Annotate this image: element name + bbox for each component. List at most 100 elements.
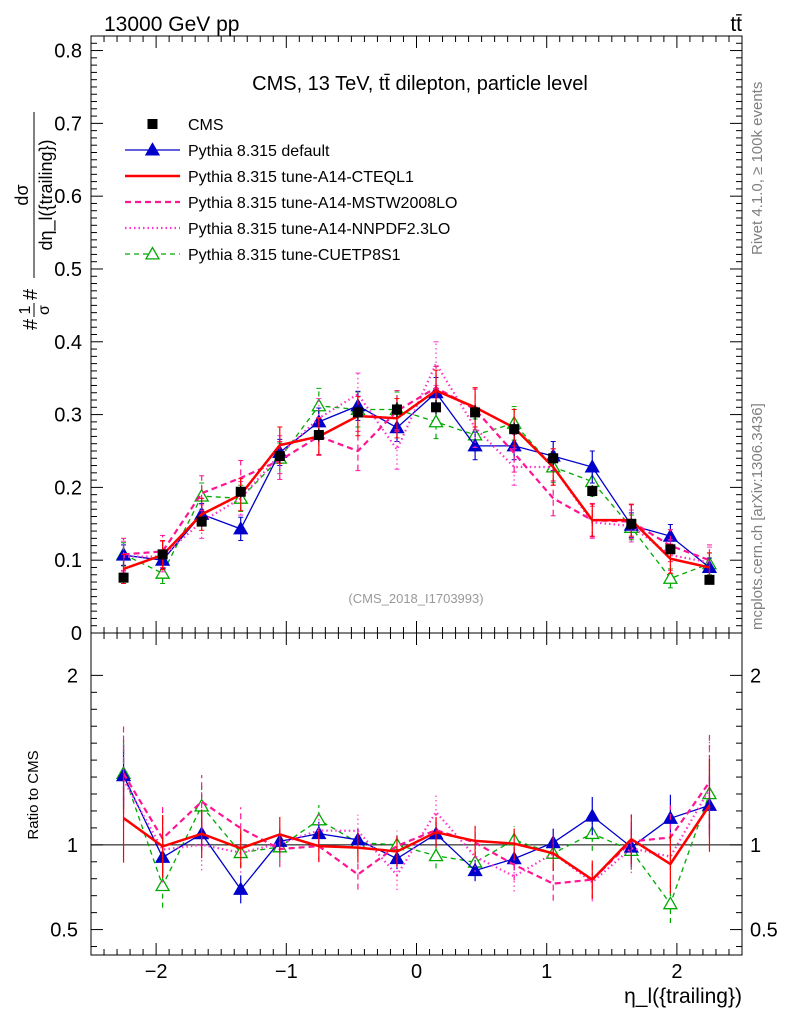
ratio-point-marker bbox=[233, 881, 249, 895]
y-label-hash: # bbox=[20, 318, 42, 330]
ratio-tick-label-left: 1 bbox=[67, 835, 78, 857]
ratio-tick-label-left: 2 bbox=[67, 665, 78, 687]
series-line bbox=[123, 389, 710, 571]
y-tick-label: 0 bbox=[71, 623, 82, 645]
point-marker bbox=[233, 521, 249, 535]
data-point bbox=[548, 453, 559, 464]
ratio-tick-label-right: 0.5 bbox=[750, 920, 778, 942]
point-marker bbox=[662, 570, 679, 584]
series-cms-data bbox=[118, 400, 715, 585]
y-tick-label: 0.7 bbox=[54, 113, 82, 135]
point-marker bbox=[154, 565, 171, 579]
process-label: tt̄ bbox=[730, 13, 742, 36]
ratio-series-pythia-8-315-tune-cuetp8s1 bbox=[115, 737, 718, 923]
ratio-point-marker bbox=[154, 877, 171, 892]
point-marker bbox=[467, 438, 483, 452]
series-pythia-8-315-tune-a14-nnpdf2-3lo bbox=[121, 341, 712, 579]
y-tick-label: 0.5 bbox=[54, 259, 82, 281]
data-point bbox=[509, 424, 520, 435]
ratio-point-marker bbox=[662, 895, 679, 910]
ratio-series-line bbox=[122, 779, 711, 884]
ratio-point-marker bbox=[584, 808, 600, 822]
ratio-plot-frame bbox=[90, 632, 743, 956]
y-tick-label: 0.1 bbox=[54, 550, 82, 572]
legend-marker-cms bbox=[147, 119, 158, 129]
ratio-series-line bbox=[122, 772, 711, 885]
ratio-point-marker bbox=[428, 847, 444, 862]
energy-label: 13000 GeV pp bbox=[104, 13, 239, 36]
legend-label-pythia-8-315-tune-a14-cteql1: Pythia 8.315 tune-A14-CTEQL1 bbox=[188, 169, 414, 186]
legend-marker-pythia-8-315-tune-cuetp8s1 bbox=[144, 246, 161, 260]
x-tick-label: −2 bbox=[145, 961, 168, 983]
data-point bbox=[665, 544, 676, 555]
ratio-series-pythia-8-315-tune-a14-mstw2008lo bbox=[122, 724, 711, 901]
data-point bbox=[196, 516, 207, 527]
data-point bbox=[313, 429, 324, 440]
ratio-series-line bbox=[122, 775, 710, 891]
data-point bbox=[626, 518, 637, 529]
data-point bbox=[470, 407, 481, 418]
x-tick-label: 0 bbox=[411, 961, 422, 983]
ratio-series-line bbox=[122, 773, 711, 906]
main-y-label: # 1 σ # dσ dη_l({trailing}) bbox=[12, 112, 57, 330]
data-point bbox=[587, 486, 598, 497]
y-label-frac-num: 1 bbox=[17, 305, 34, 314]
legend: CMS Pythia 8.315 default Pythia 8.315 tune… bbox=[125, 117, 457, 264]
series-line bbox=[123, 386, 710, 562]
y-tick-label: 0.4 bbox=[54, 332, 82, 354]
chart-title: CMS, 13 TeV, tt̄ dilepton, particle leve… bbox=[252, 73, 588, 95]
analysis-id: (CMS_2018_I1703993) bbox=[348, 591, 483, 606]
ratio-point-marker bbox=[467, 862, 483, 877]
ratio-y-label: Ratio to CMS bbox=[25, 750, 42, 839]
data-point bbox=[704, 574, 715, 585]
rivet-label: Rivet 4.1.0, ≥ 100k events bbox=[749, 82, 766, 255]
data-point bbox=[352, 407, 363, 418]
ratio-series-line bbox=[122, 804, 711, 882]
data-point bbox=[118, 572, 129, 583]
series-pythia-8-315-tune-a14-cteql1 bbox=[121, 369, 712, 584]
ratio-tick-label-right: 2 bbox=[750, 665, 761, 687]
ratio-tick-label-right: 1 bbox=[750, 835, 761, 857]
series-line bbox=[123, 405, 710, 580]
ratio-data-layer bbox=[115, 724, 718, 923]
legend-marker-pythia-8-315-default bbox=[144, 142, 161, 156]
data-point bbox=[274, 451, 285, 462]
legend-label-pythia-8-315-tune-a14-mstw2008lo: Pythia 8.315 tune-A14-MSTW2008LO bbox=[188, 195, 457, 212]
y-label-hash-2: # bbox=[20, 288, 42, 300]
series-pythia-8-315-tune-a14-mstw2008lo bbox=[121, 366, 712, 576]
y-label-frac-den: σ bbox=[36, 305, 53, 315]
series-line bbox=[123, 361, 710, 564]
series-pythia-8-315-tune-cuetp8s1 bbox=[115, 387, 718, 589]
mcplots-label: mcplots.cern.ch [arXiv:1306.3436] bbox=[749, 403, 766, 630]
ratio-axis-ticks: −2 −1 0 1 2 0.5 0.5 1 1 2 2 bbox=[50, 665, 778, 983]
legend-label-pythia-8-315-tune-cuetp8s1: Pythia 8.315 tune-CUETP8S1 bbox=[188, 247, 401, 264]
ratio-tick-label-left: 0.5 bbox=[50, 920, 78, 942]
ratio-series-pythia-8-315-tune-a14-cteql1 bbox=[122, 758, 711, 899]
ratio-series-pythia-8-315-default bbox=[115, 744, 718, 904]
legend-label-cms: CMS bbox=[188, 117, 224, 134]
ratio-series-pythia-8-315-tune-a14-nnpdf2-3lo bbox=[122, 733, 711, 902]
legend-label-pythia-8-315-default: Pythia 8.315 default bbox=[188, 143, 330, 160]
data-point bbox=[391, 404, 402, 415]
data-point bbox=[431, 402, 442, 413]
y-label-deriv-den: dη_l({trailing}) bbox=[36, 139, 57, 250]
series-pythia-8-315-default bbox=[115, 376, 718, 578]
x-axis-label: η_l({trailing}) bbox=[624, 985, 742, 1008]
x-tick-label: 1 bbox=[541, 961, 552, 983]
x-tick-label: −1 bbox=[275, 961, 298, 983]
y-tick-label: 0.8 bbox=[54, 41, 82, 63]
y-tick-label: 0.2 bbox=[54, 477, 82, 499]
main-data-layer bbox=[115, 341, 718, 589]
y-tick-label: 0.3 bbox=[54, 405, 82, 427]
y-tick-label: 0.6 bbox=[54, 186, 82, 208]
legend-label-pythia-8-315-tune-a14-nnpdf2-3lo: Pythia 8.315 tune-A14-NNPDF2.3LO bbox=[188, 221, 450, 238]
x-tick-label: 2 bbox=[671, 961, 682, 983]
y-label-deriv-num: dσ bbox=[12, 184, 32, 205]
main-axis-ticks: 0 0.1 0.2 0.3 0.4 0.5 0.6 0.7 0.8 bbox=[54, 35, 743, 645]
series-line bbox=[123, 391, 710, 568]
point-marker bbox=[428, 414, 444, 428]
point-marker bbox=[584, 459, 600, 473]
data-point bbox=[235, 486, 246, 497]
data-point bbox=[157, 549, 168, 560]
